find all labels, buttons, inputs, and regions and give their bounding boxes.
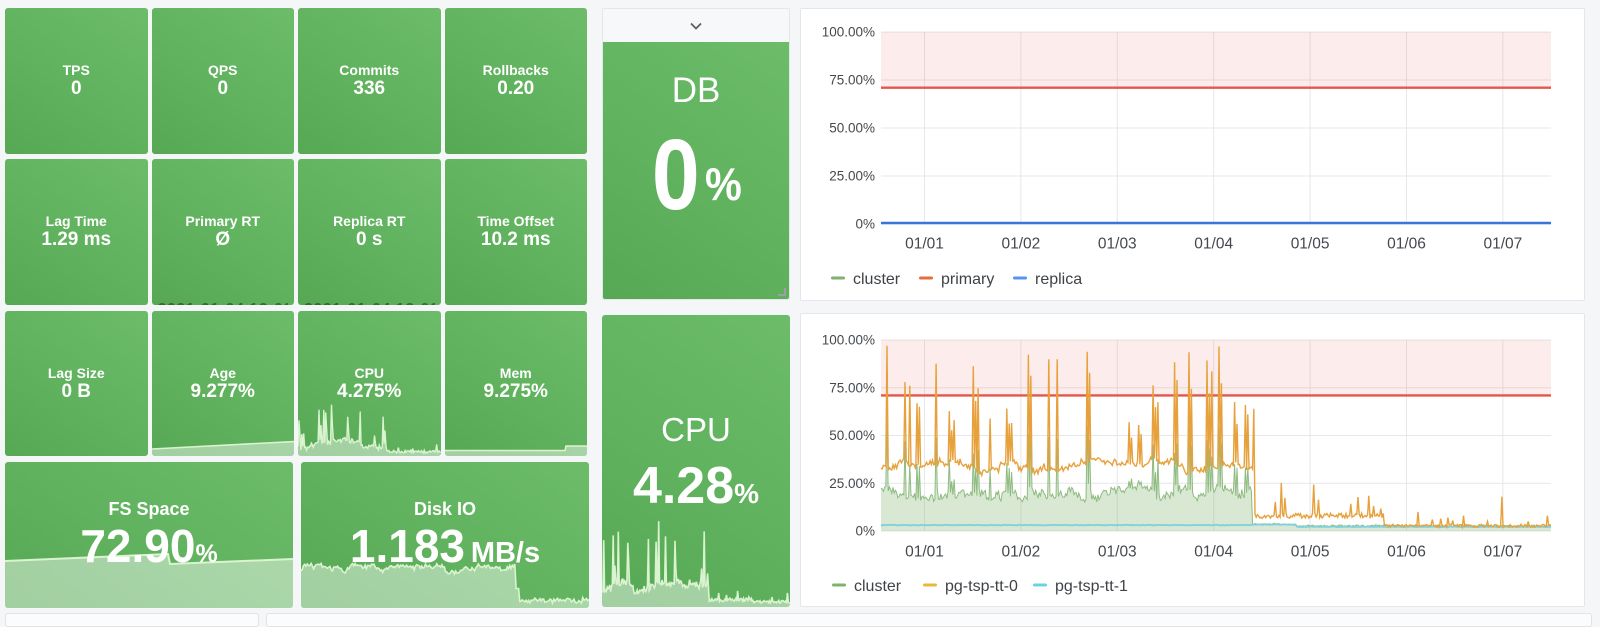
svg-text:01/05: 01/05 [1291, 544, 1330, 561]
svg-text:75.00%: 75.00% [829, 381, 875, 396]
svg-text:01/03: 01/03 [1098, 544, 1137, 561]
svg-text:01/01: 01/01 [905, 544, 944, 561]
svg-text:0%: 0% [855, 217, 875, 232]
svg-text:01/07: 01/07 [1484, 544, 1523, 561]
svg-text:pg-tsp-tt-1: pg-tsp-tt-1 [1055, 578, 1128, 595]
svg-text:0%: 0% [855, 524, 875, 539]
svg-text:01/04: 01/04 [1194, 544, 1233, 561]
svg-text:25.00%: 25.00% [829, 476, 875, 491]
svg-text:01/02: 01/02 [1002, 544, 1041, 561]
svg-text:cluster: cluster [853, 271, 901, 288]
svg-text:01/03: 01/03 [1098, 236, 1137, 253]
svg-text:100.00%: 100.00% [822, 25, 875, 40]
svg-text:75.00%: 75.00% [829, 73, 875, 88]
svg-text:50.00%: 50.00% [829, 428, 875, 443]
svg-text:50.00%: 50.00% [829, 121, 875, 136]
svg-text:01/01: 01/01 [905, 236, 944, 253]
svg-text:pg-tsp-tt-0: pg-tsp-tt-0 [945, 578, 1018, 595]
svg-text:01/05: 01/05 [1291, 236, 1330, 253]
svg-text:01/07: 01/07 [1484, 236, 1523, 253]
svg-text:01/02: 01/02 [1002, 236, 1041, 253]
svg-text:01/06: 01/06 [1387, 236, 1426, 253]
svg-text:100.00%: 100.00% [822, 333, 875, 348]
svg-text:01/06: 01/06 [1387, 544, 1426, 561]
svg-text:25.00%: 25.00% [829, 169, 875, 184]
svg-text:01/04: 01/04 [1194, 236, 1233, 253]
svg-text:replica: replica [1035, 271, 1082, 288]
svg-text:cluster: cluster [854, 578, 902, 595]
svg-text:primary: primary [941, 271, 994, 288]
